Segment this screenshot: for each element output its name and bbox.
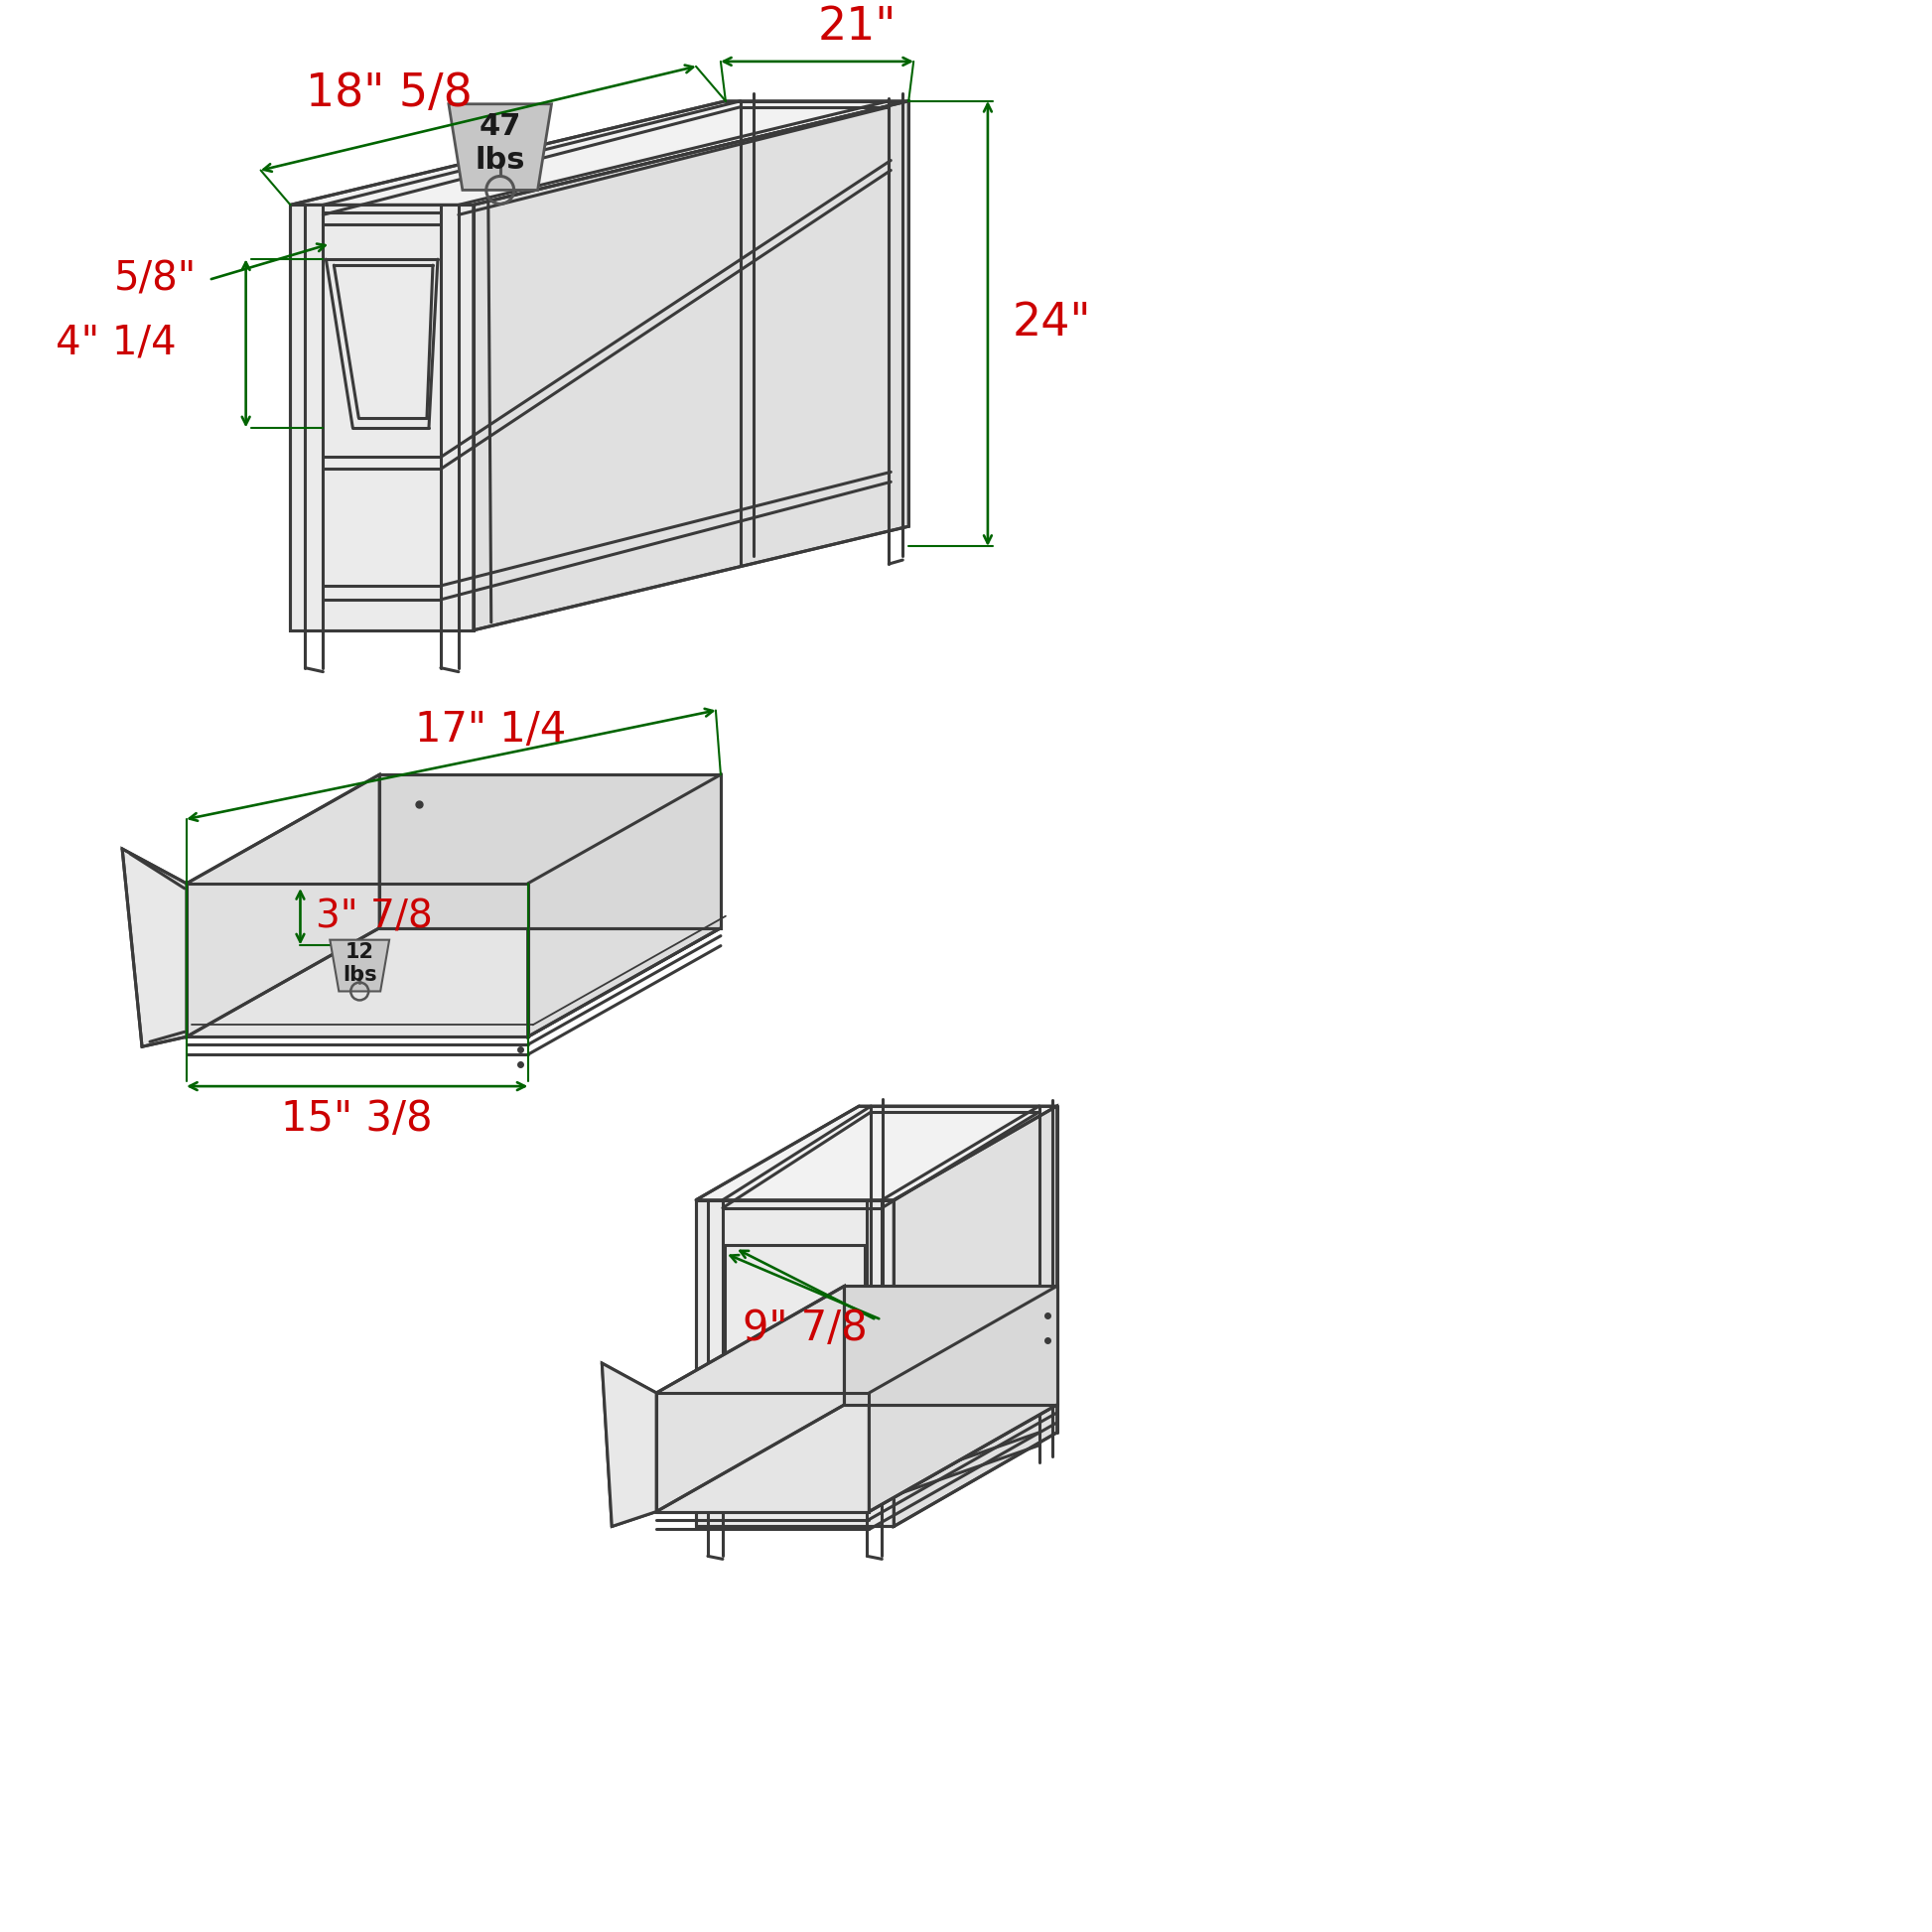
Polygon shape [290, 100, 908, 205]
Text: 17" 1/4: 17" 1/4 [415, 709, 566, 752]
Text: 12
lbs: 12 lbs [342, 943, 377, 985]
Polygon shape [473, 100, 908, 630]
Text: 4" 1/4: 4" 1/4 [56, 323, 176, 363]
Polygon shape [527, 775, 721, 1037]
Text: 15" 3/8: 15" 3/8 [280, 1097, 433, 1140]
Text: 24": 24" [1012, 301, 1092, 346]
Text: 9" 7/8: 9" 7/8 [742, 1308, 867, 1349]
Polygon shape [448, 104, 551, 189]
Polygon shape [895, 1105, 1057, 1526]
Polygon shape [290, 205, 473, 630]
Text: 5/8": 5/8" [114, 259, 197, 299]
Polygon shape [657, 1393, 869, 1511]
Polygon shape [657, 1287, 844, 1511]
Polygon shape [187, 883, 527, 1037]
Polygon shape [187, 775, 379, 1037]
Text: 21": 21" [817, 4, 896, 48]
Polygon shape [657, 1405, 1057, 1511]
Text: 3" 7/8: 3" 7/8 [317, 898, 433, 935]
Polygon shape [696, 1200, 895, 1526]
Polygon shape [379, 775, 721, 927]
Text: 47
lbs: 47 lbs [475, 112, 526, 174]
Polygon shape [844, 1287, 1057, 1405]
Polygon shape [330, 939, 390, 991]
Polygon shape [869, 1287, 1057, 1511]
Polygon shape [122, 848, 187, 1047]
Polygon shape [187, 927, 721, 1037]
Polygon shape [603, 1364, 657, 1526]
Text: 18" 5/8: 18" 5/8 [305, 71, 473, 116]
Polygon shape [696, 1105, 1057, 1200]
